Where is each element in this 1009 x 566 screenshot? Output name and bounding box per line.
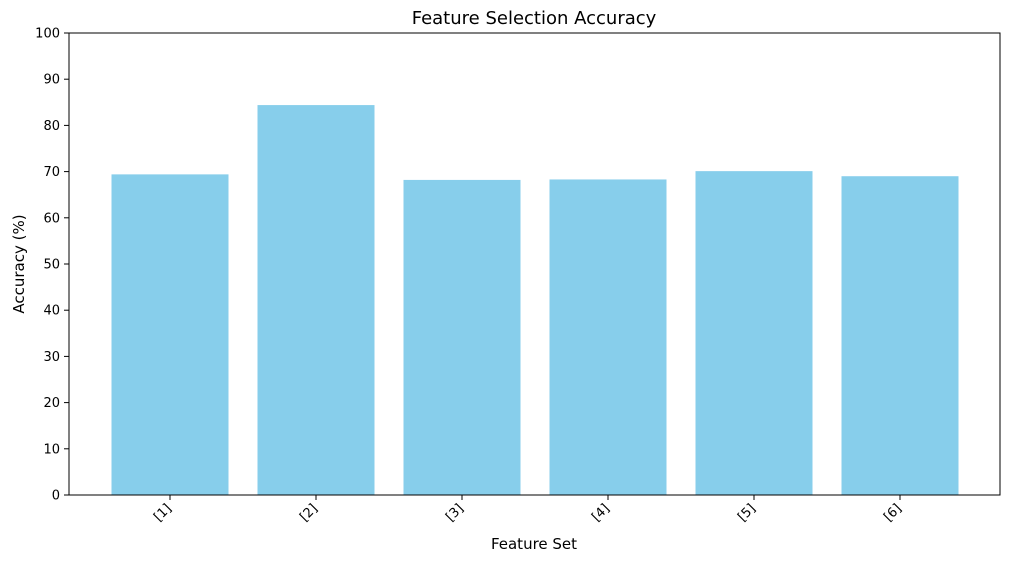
y-tick-label: 100 xyxy=(35,27,60,42)
bar-6 xyxy=(841,176,959,495)
plot-frame xyxy=(68,32,1001,496)
bar-1 xyxy=(111,174,229,495)
y-tick-label: 90 xyxy=(43,73,60,88)
y-tick-label: 50 xyxy=(43,258,60,273)
x-tick-label: [6] xyxy=(881,501,905,525)
y-axis-title: Accuracy (%) xyxy=(10,214,28,313)
y-tick-label: 20 xyxy=(43,396,60,411)
x-tick-label: [1] xyxy=(151,501,175,525)
x-axis: [1] [2] [3] [4] [5] [6] xyxy=(151,495,905,525)
y-tick-label: 30 xyxy=(43,350,60,365)
y-tick-label: 40 xyxy=(43,304,60,319)
bar-3 xyxy=(403,179,521,495)
x-tick-label: [5] xyxy=(735,501,759,525)
bars-layer xyxy=(111,105,959,496)
y-axis: 0 10 20 30 40 50 60 70 80 90 100 xyxy=(35,27,69,504)
x-tick-label: [4] xyxy=(589,501,613,525)
chart-title: Feature Selection Accuracy xyxy=(412,8,657,29)
y-tick-label: 0 xyxy=(52,489,60,504)
bar-2 xyxy=(257,105,375,496)
bar-4 xyxy=(549,179,667,496)
x-axis-title: Feature Set xyxy=(491,535,577,553)
y-tick-label: 60 xyxy=(43,211,60,226)
x-tick-label: [2] xyxy=(297,501,321,525)
y-tick-label: 80 xyxy=(43,119,60,134)
bar-5 xyxy=(695,171,813,495)
y-tick-label: 70 xyxy=(43,165,60,180)
y-tick-label: 10 xyxy=(43,442,60,457)
x-tick-label: [3] xyxy=(443,501,467,525)
